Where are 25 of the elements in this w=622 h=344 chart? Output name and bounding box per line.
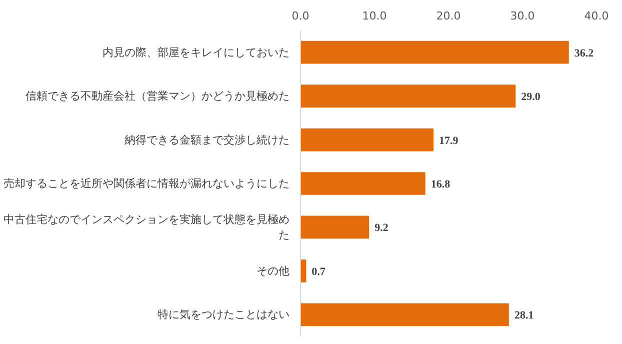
x-tick-label: 40.0 (584, 10, 609, 22)
bar (300, 40, 569, 64)
bar (300, 216, 370, 239)
y-tick-label: 信頼できる不動産会社（営業マン）かどうか見極めた (26, 90, 290, 103)
x-tick-label: 10.0 (362, 10, 387, 22)
data-label: 0.7 (312, 266, 326, 278)
bar (300, 84, 516, 108)
data-label: 16.8 (430, 178, 451, 190)
y-tick-label: 特に気をつけたことはない (158, 308, 290, 322)
bar (300, 172, 426, 195)
y-tick-label: 納得できる金額まで交渉し続けた (124, 133, 290, 146)
x-tick-label: 0.0 (292, 10, 310, 22)
data-label: 36.2 (574, 47, 594, 60)
y-tick-label: 内見の際、部屋をキレイにしておいた (102, 46, 290, 59)
data-label: 17.9 (438, 134, 459, 147)
data-label: 29.0 (521, 91, 541, 104)
y-tick-label: 中古住宅なのでインスペクションを実施して状態を見極めた (4, 212, 290, 242)
data-label: 9.2 (374, 222, 389, 234)
y-tick-label: 売却することを近所や関係者に情報が漏れないようにした (4, 177, 290, 190)
bar (300, 303, 509, 326)
bar (300, 128, 434, 152)
x-tick-label: 20.0 (436, 10, 461, 22)
x-tick-label: 30.0 (510, 10, 535, 22)
data-label: 28.1 (514, 310, 534, 322)
y-tick-label: その他 (256, 264, 290, 278)
